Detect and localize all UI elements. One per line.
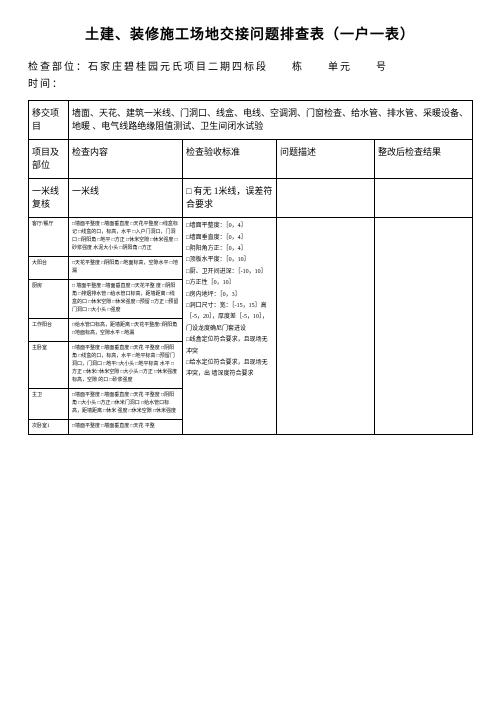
cell-r7-label: 次卧室1 bbox=[29, 420, 69, 435]
meta-body: 石家庄碧桂园元氏项目二期四标段 栋 单元 号 bbox=[88, 58, 388, 73]
cell-handover-label: 移交项目 bbox=[29, 101, 69, 140]
cell-r5-label: 主卧室 bbox=[29, 342, 69, 389]
hdr-item: 项目及部位 bbox=[29, 140, 69, 179]
row-headers: 项目及部位 检查内容 检查验收标准 问题描述 整改后检查结果 bbox=[29, 140, 473, 179]
cell-r4-content: □给水管口标高，距墙距离 □天花平整度□阴阳角 □地面标高，空隙水平 □地漏 bbox=[69, 319, 183, 342]
meta-prefix: 检查部位： bbox=[28, 62, 88, 73]
cell-r3-label: 厨房 bbox=[29, 280, 69, 319]
cell-1m-label: 一米线复核 bbox=[29, 179, 69, 218]
meta-line-1: 检查部位：石家庄碧桂园元氏项目二期四标段 栋 单元 号 bbox=[28, 58, 472, 73]
meta-line-2: 时间： bbox=[28, 75, 472, 90]
cell-criteria-block: □墙面平整度：［0，4］ □墙面垂直度：［0，4］ □阴阳角方正：［0，4］ □… bbox=[183, 218, 277, 435]
cell-r7-content: □墙面平整度 □墙面垂直度 □天花 平整 bbox=[69, 420, 183, 435]
page-title: 土建、装修施工场地交接问题排查表（一户一表） bbox=[28, 24, 472, 44]
cell-1m-content: 一米线 bbox=[69, 179, 183, 218]
hdr-content: 检查内容 bbox=[69, 140, 183, 179]
inspection-table: 移交项目 墙面、天花、建筑一米线、门洞口、线盒、电线、空调洞、门窗检查、给水管、… bbox=[28, 100, 473, 435]
hdr-criteria: 检查验收标准 bbox=[183, 140, 277, 179]
cell-1m-result bbox=[375, 179, 473, 218]
cell-handover-text: 墙面、天花、建筑一米线、门洞口、线盒、电线、空调洞、门窗检查、给水管、排水管、采… bbox=[69, 101, 473, 140]
cell-r5-content: □墙面平整度 □墙面垂直度 □天花 平整度 □阴阳角 □线盒的口，标高，水平 □… bbox=[69, 342, 183, 389]
row-r1: 客厅/餐厅 □墙面平整度 □墙面垂直度 □天花平整度 □线盒标记 □线盒的口，标… bbox=[29, 218, 473, 257]
row-1m: 一米线复核 一米线 □ 有无 1米线，误差符合要求 bbox=[29, 179, 473, 218]
cell-r1-content: □墙面平整度 □墙面垂直度 □天花平整度 □线盒标记 □线盒的口，标高，水平 □… bbox=[69, 218, 183, 257]
cell-r2-label: 大阳台 bbox=[29, 257, 69, 280]
cell-r6-content: □墙面平整度 □墙面垂直度 □天花 平整度 □阴阳角 □大小头 □方正 □休米门… bbox=[69, 389, 183, 420]
cell-problem-block bbox=[277, 218, 375, 435]
cell-r2-content: □天花平整度 □阴阳角 □地面标高，空隙水平 □地漏 bbox=[69, 257, 183, 280]
cell-r4-label: 工作阳台 bbox=[29, 319, 69, 342]
cell-1m-crit: □ 有无 1米线，误差符合要求 bbox=[183, 179, 277, 218]
cell-r3-content: □ 墙面平整度 □墙面垂直度 □天花平整 度 □阴阳角 □排烟排水管 □给水管口… bbox=[69, 280, 183, 319]
hdr-result: 整改后检查结果 bbox=[375, 140, 473, 179]
cell-1m-problem bbox=[277, 179, 375, 218]
cell-r6-label: 主卫 bbox=[29, 389, 69, 420]
cell-r1-label: 客厅/餐厅 bbox=[29, 218, 69, 257]
row-handover: 移交项目 墙面、天花、建筑一米线、门洞口、线盒、电线、空调洞、门窗检查、给水管、… bbox=[29, 101, 473, 140]
cell-result-block bbox=[375, 218, 473, 435]
hdr-problem: 问题描述 bbox=[277, 140, 375, 179]
